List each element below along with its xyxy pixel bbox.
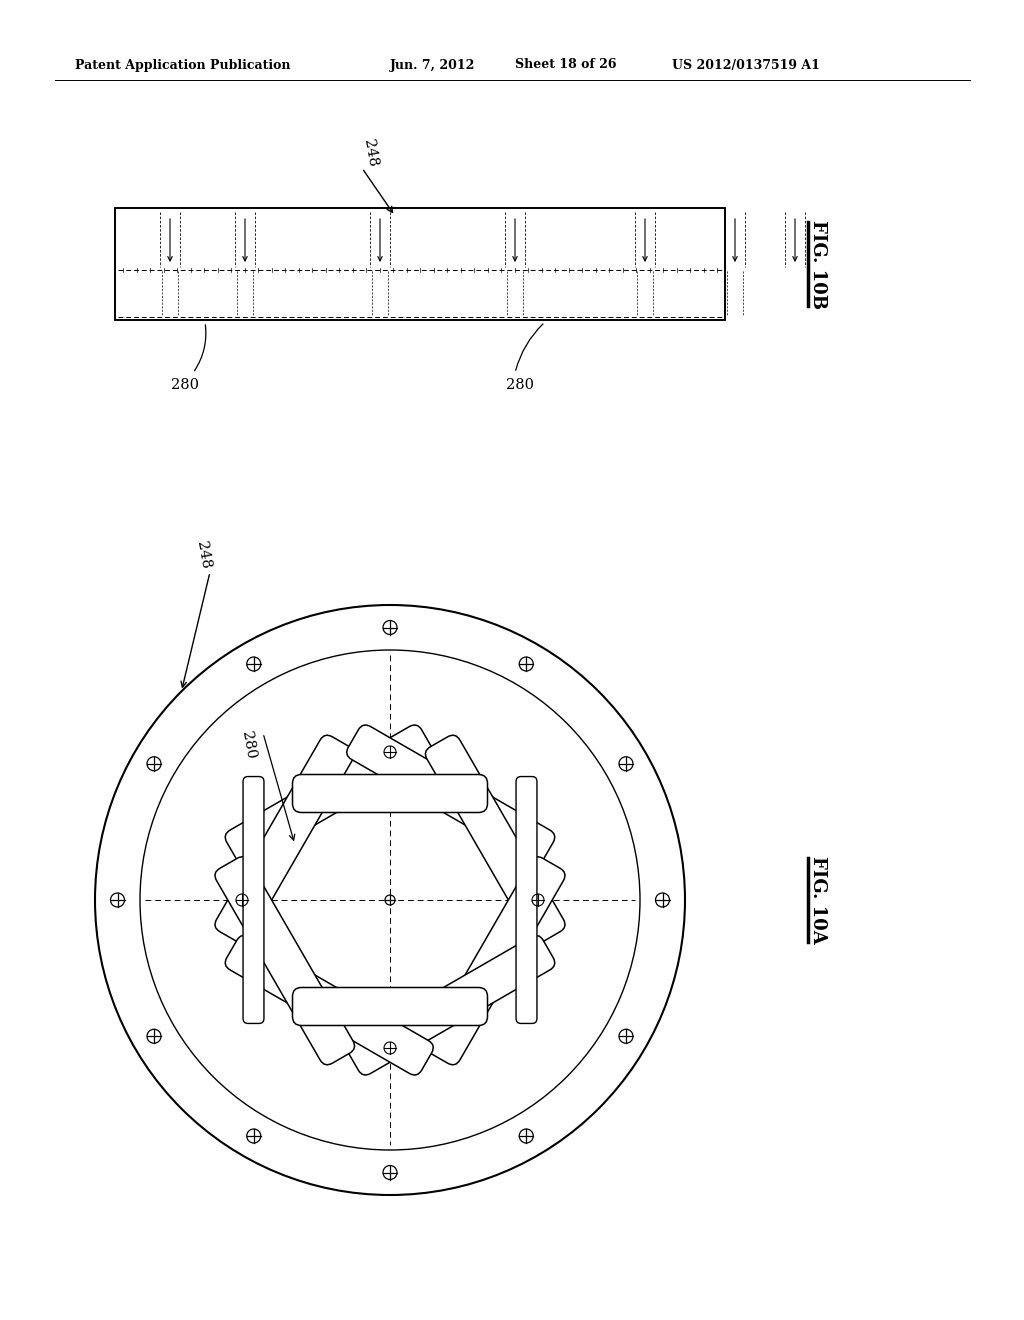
Text: Jun. 7, 2012: Jun. 7, 2012 [390, 58, 475, 71]
Text: Patent Application Publication: Patent Application Publication [75, 58, 291, 71]
Text: FIG. 10A: FIG. 10A [809, 857, 827, 944]
FancyBboxPatch shape [425, 735, 565, 944]
Text: 248: 248 [194, 540, 212, 570]
FancyBboxPatch shape [293, 987, 487, 1026]
Text: 248: 248 [360, 139, 379, 168]
FancyArrowPatch shape [516, 323, 543, 371]
FancyBboxPatch shape [225, 725, 433, 865]
FancyBboxPatch shape [225, 936, 433, 1074]
Text: Sheet 18 of 26: Sheet 18 of 26 [515, 58, 616, 71]
FancyBboxPatch shape [215, 857, 354, 1065]
FancyBboxPatch shape [293, 775, 487, 813]
FancyBboxPatch shape [347, 725, 555, 865]
FancyBboxPatch shape [215, 735, 354, 944]
FancyArrowPatch shape [195, 325, 206, 371]
FancyBboxPatch shape [516, 776, 537, 1023]
FancyBboxPatch shape [347, 936, 555, 1074]
Text: 280: 280 [239, 730, 257, 760]
Text: US 2012/0137519 A1: US 2012/0137519 A1 [672, 58, 820, 71]
Text: 280: 280 [506, 378, 534, 392]
Text: 280: 280 [171, 378, 199, 392]
FancyBboxPatch shape [425, 857, 565, 1065]
Bar [115, 209, 725, 319]
FancyBboxPatch shape [243, 776, 264, 1023]
Text: FIG. 10B: FIG. 10B [809, 219, 827, 309]
